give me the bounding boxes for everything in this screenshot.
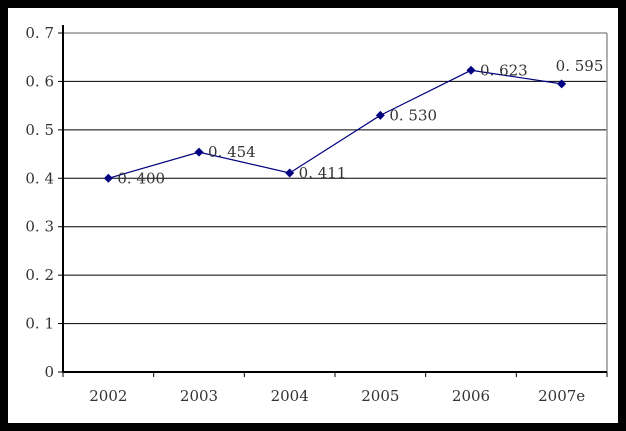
data-point-marker (466, 65, 476, 75)
y-tick-label: 0. 7 (25, 24, 54, 42)
y-tick-label: 0. 4 (25, 169, 54, 187)
series-line (108, 69, 562, 179)
series-group (103, 65, 567, 183)
data-point-label: 0. 411 (299, 164, 347, 182)
y-tick-label: 0. 6 (25, 72, 54, 90)
x-tick-label: 2006 (452, 387, 490, 405)
data-point-label: 0. 595 (556, 57, 604, 75)
data-point-marker (557, 79, 567, 89)
data-point-marker (194, 147, 204, 157)
data-point-label: 0. 530 (389, 106, 437, 124)
y-tick-label: 0 (44, 363, 54, 381)
y-tick-label: 0. 5 (25, 121, 54, 139)
x-tick-label: 2003 (180, 387, 218, 405)
labels-group: 0 0. 1 0. 2 0. 3 0. 4 0. 5 0. 6 0. 7 2002 2003 200… (25, 24, 603, 405)
x-tick-label: 2002 (89, 387, 127, 405)
line-chart: 0 0. 1 0. 2 0. 3 0. 4 0. 5 0. 6 0. 7 2002 2003 200… (25, 24, 608, 405)
y-tick-label: 0. 3 (25, 218, 54, 236)
x-tick-label: 2004 (271, 387, 309, 405)
axes-group (58, 25, 608, 377)
data-point-label: 0. 454 (208, 143, 256, 161)
gridlines-group (63, 80, 607, 325)
y-tick-label: 0. 1 (25, 315, 54, 333)
y-tick-label: 0. 2 (25, 266, 54, 284)
data-point-label: 0. 400 (117, 169, 165, 187)
data-point-label: 0. 623 (480, 61, 528, 79)
data-point-marker (103, 173, 113, 183)
data-point-marker (285, 168, 295, 178)
x-tick-label: 2005 (361, 387, 399, 405)
data-point-marker (375, 110, 385, 120)
x-tick-label: 2007e (538, 387, 585, 405)
